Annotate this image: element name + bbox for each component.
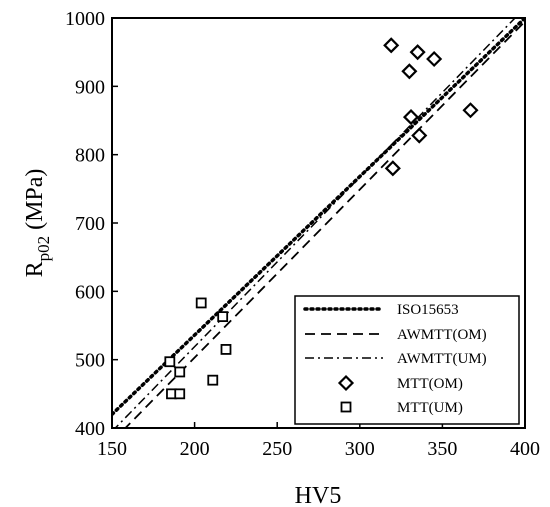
x-tick-label: 400 bbox=[510, 438, 540, 460]
y-axis-title: Rp02 (MPa) bbox=[22, 169, 53, 278]
y-tick-label: 800 bbox=[75, 145, 105, 167]
diamond-point bbox=[384, 160, 401, 177]
diamond-point bbox=[462, 102, 479, 119]
legend-square-marker bbox=[340, 401, 352, 413]
x-tick-label: 300 bbox=[345, 438, 375, 460]
data-markers bbox=[164, 37, 479, 400]
diamond-point bbox=[409, 44, 426, 61]
x-tick-label: 250 bbox=[262, 438, 292, 460]
legend-items: ISO15653 AWMTT(OM) AWMTT(UM) MTT(OM) MTT(UM) bbox=[303, 302, 487, 416]
legend-label: MTT(OM) bbox=[397, 376, 463, 392]
legend-label: ISO15653 bbox=[397, 302, 459, 318]
diamond-point bbox=[401, 63, 418, 80]
legend-label: AWMTT(UM) bbox=[397, 351, 487, 367]
legend-diamond-marker bbox=[337, 374, 355, 392]
diamond-point bbox=[426, 50, 443, 68]
axis-ticks bbox=[111, 17, 526, 429]
y-tick-label: 400 bbox=[75, 418, 105, 440]
square-point bbox=[220, 344, 232, 355]
square-point bbox=[174, 366, 186, 378]
diamond-point bbox=[411, 127, 428, 144]
legend-label: AWMTT(OM) bbox=[397, 327, 487, 343]
square-point bbox=[217, 311, 229, 323]
y-tick-label: 900 bbox=[75, 76, 105, 98]
legend-label: MTT(UM) bbox=[397, 400, 463, 416]
y-tick-label: 500 bbox=[75, 350, 105, 372]
square-point bbox=[174, 388, 186, 400]
square-point bbox=[195, 297, 207, 309]
tick-labels: 150 200 250 300 350 400 400 500 600 700 800 900 1000 bbox=[65, 8, 540, 460]
x-axis-title: HV5 bbox=[295, 483, 342, 507]
x-tick-label: 350 bbox=[427, 438, 457, 460]
square-point bbox=[164, 356, 176, 368]
y-axis-title-unit: (MPa) bbox=[22, 169, 48, 236]
x-tick-label: 150 bbox=[97, 438, 127, 460]
y-tick-label: 600 bbox=[75, 281, 105, 303]
line-dotted bbox=[112, 18, 525, 417]
y-tick-label: 700 bbox=[75, 213, 105, 235]
line-dashdot bbox=[114, 18, 517, 428]
legend-box bbox=[294, 295, 520, 425]
diamond-point bbox=[383, 37, 400, 54]
diamond-point bbox=[402, 109, 420, 126]
square-point bbox=[207, 374, 219, 386]
x-tick-label: 200 bbox=[180, 438, 210, 460]
y-axis-title-main: R bbox=[22, 261, 48, 277]
legend: ISO15653 AWMTT(OM) AWMTT(UM) MTT(OM) MTT(UM) bbox=[294, 295, 520, 425]
y-tick-label: 1000 bbox=[65, 8, 105, 30]
y-axis-title-sub: p02 bbox=[34, 236, 53, 262]
